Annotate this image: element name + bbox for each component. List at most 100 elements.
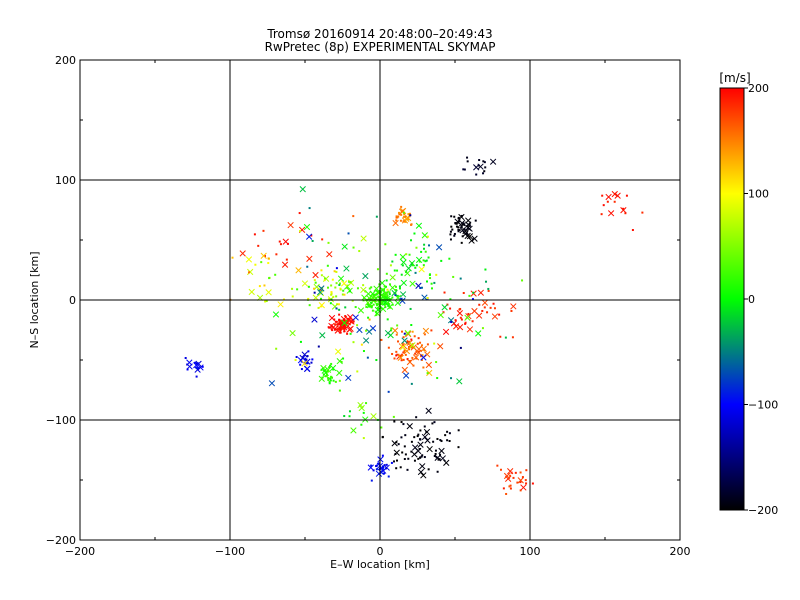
data-point-dot: [427, 256, 430, 259]
data-point-dot: [483, 161, 486, 164]
data-point-cross: [312, 271, 319, 279]
data-point-dot: [448, 432, 451, 435]
data-point-dot: [437, 458, 440, 461]
data-point-dot: [384, 306, 387, 309]
data-point-dot: [519, 471, 522, 474]
data-point-dot: [306, 265, 309, 268]
data-point-dot: [401, 330, 404, 333]
data-point-cross: [404, 329, 411, 337]
data-point-dot: [306, 362, 309, 365]
data-point-dot: [321, 238, 324, 241]
data-point-dot: [430, 282, 433, 285]
data-point-dot: [401, 264, 404, 267]
data-point-dot: [306, 355, 309, 358]
data-point-dot: [434, 452, 437, 455]
data-point-cross: [468, 237, 475, 244]
data-point-dot: [466, 225, 469, 228]
data-point-dot: [624, 212, 627, 215]
data-point-cross: [481, 299, 489, 306]
data-point-dot: [300, 360, 303, 363]
data-point-dot: [335, 307, 338, 310]
data-point-dot: [420, 250, 423, 253]
data-point-dot: [335, 282, 338, 285]
data-point-dot: [307, 350, 310, 353]
data-point-dot: [613, 200, 616, 203]
data-point-cross: [345, 374, 352, 382]
data-point-cross: [437, 311, 444, 319]
data-point-cross: [473, 164, 480, 171]
data-point-cross: [401, 366, 408, 374]
data-point-dot: [418, 260, 421, 263]
data-point-dot: [474, 219, 477, 222]
data-point-dot: [339, 325, 342, 328]
data-point-dot: [403, 349, 406, 352]
data-point-dot: [391, 296, 394, 299]
data-point-dot: [420, 286, 423, 289]
data-point-cross: [299, 186, 306, 193]
data-point-dot: [600, 213, 603, 216]
data-point-dot: [381, 465, 384, 468]
data-point-dot: [390, 329, 393, 332]
data-point-cross: [303, 223, 311, 231]
data-point-dot: [342, 289, 345, 292]
data-point-dot: [333, 270, 336, 273]
data-point-dot: [396, 294, 399, 297]
data-point-cross: [415, 256, 423, 264]
data-point-cross: [316, 289, 324, 296]
data-point-dot: [348, 415, 351, 418]
data-point-dot: [356, 370, 359, 373]
data-point-dot: [413, 335, 416, 338]
data-point-dot: [420, 355, 423, 358]
data-point-dot: [335, 320, 338, 323]
data-point-dot: [362, 350, 365, 353]
data-point-cross: [365, 328, 373, 335]
data-point-cross: [412, 354, 420, 361]
data-point-dot: [449, 233, 452, 236]
data-point-dot: [383, 285, 386, 288]
data-point-dot: [327, 378, 330, 381]
data-point-dot: [492, 302, 495, 305]
data-point-dot: [336, 323, 339, 326]
data-point-dot: [428, 244, 431, 247]
data-point-dot: [400, 353, 403, 356]
data-point-dot: [429, 277, 432, 280]
data-point-cross: [362, 337, 370, 344]
data-point-dot: [268, 277, 271, 280]
data-point-dot: [481, 309, 484, 312]
data-point-dot: [468, 294, 471, 297]
data-point-dot: [299, 230, 302, 233]
data-point-dot: [403, 332, 406, 335]
data-point-dot: [397, 443, 400, 446]
data-point-cross: [510, 303, 517, 310]
y-tick-label: −200: [46, 534, 76, 547]
data-point-dot: [344, 315, 347, 318]
data-point-cross: [439, 455, 446, 462]
data-point-cross: [400, 279, 407, 287]
data-point-dot: [487, 289, 490, 292]
data-point-cross: [337, 275, 345, 282]
y-axis-label: N–S location [km]: [28, 251, 41, 348]
data-point-dot: [395, 219, 398, 222]
data-point-dot: [384, 243, 387, 246]
data-point-dot: [322, 373, 325, 376]
data-point-dot: [468, 223, 471, 226]
data-point-dot: [439, 453, 442, 456]
data-point-dot: [401, 451, 404, 454]
data-point-cross: [362, 272, 369, 280]
data-point-dot: [320, 368, 323, 371]
data-point-cross: [423, 428, 431, 436]
data-point-dot: [400, 359, 403, 362]
data-point-dot: [311, 239, 314, 242]
data-point-dot: [509, 484, 512, 487]
data-point-cross: [520, 484, 527, 491]
data-point-dot: [370, 286, 373, 289]
data-point-cross: [301, 351, 308, 358]
data-point-cross: [458, 213, 465, 221]
data-point-cross: [421, 294, 428, 301]
data-point-dot: [317, 306, 320, 309]
data-point-dot: [448, 257, 451, 260]
data-point-dot: [449, 307, 452, 310]
data-point-cross: [503, 472, 511, 480]
data-point-dot: [464, 321, 467, 324]
data-point-cross: [340, 280, 348, 287]
